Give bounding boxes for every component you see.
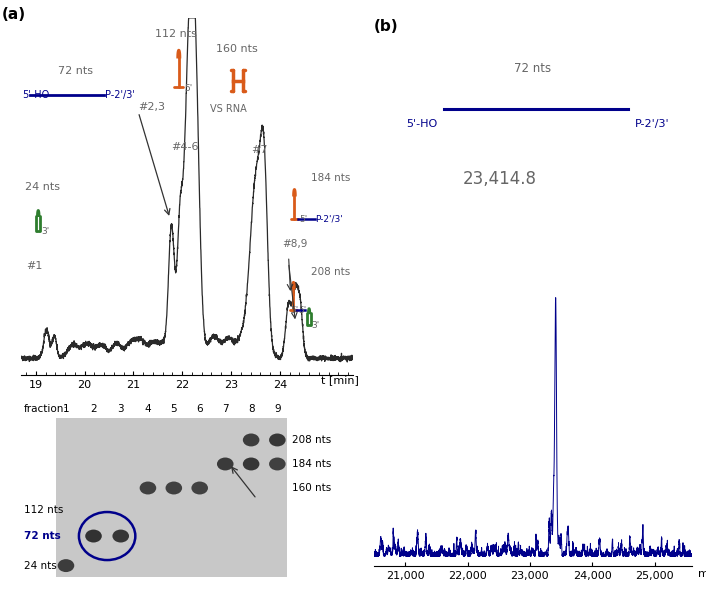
Text: VS RNA: VS RNA <box>210 104 247 114</box>
Text: 24 nts: 24 nts <box>24 561 56 570</box>
Text: 72 nts: 72 nts <box>515 63 551 76</box>
Text: 5': 5' <box>298 306 306 315</box>
Ellipse shape <box>85 530 102 542</box>
Text: 3': 3' <box>312 321 320 330</box>
Text: 24 nts: 24 nts <box>25 182 60 193</box>
Ellipse shape <box>140 482 156 495</box>
Text: 184 nts: 184 nts <box>311 173 350 183</box>
Text: 5': 5' <box>291 306 299 315</box>
Ellipse shape <box>243 433 259 446</box>
Text: #7: #7 <box>251 145 268 155</box>
FancyBboxPatch shape <box>56 418 287 577</box>
Text: P-2'/3': P-2'/3' <box>635 119 669 129</box>
Text: 4: 4 <box>145 403 151 414</box>
Ellipse shape <box>269 433 286 446</box>
Text: (a): (a) <box>1 7 25 22</box>
Text: #4-6: #4-6 <box>171 142 198 151</box>
Ellipse shape <box>269 458 286 470</box>
Text: 7: 7 <box>222 403 229 414</box>
Text: 5': 5' <box>299 215 307 225</box>
Ellipse shape <box>217 458 234 470</box>
Text: 72 nts: 72 nts <box>58 66 92 76</box>
Text: 112 nts: 112 nts <box>24 505 64 515</box>
Text: 23,414.8: 23,414.8 <box>463 170 537 188</box>
Text: 8: 8 <box>248 403 254 414</box>
Text: 184 nts: 184 nts <box>292 459 331 469</box>
Text: 5': 5' <box>184 83 193 92</box>
Text: #1: #1 <box>26 261 42 271</box>
Text: 160 nts: 160 nts <box>292 483 331 493</box>
Text: 208 nts: 208 nts <box>311 267 349 277</box>
Ellipse shape <box>112 530 129 542</box>
Text: #8,9: #8,9 <box>282 239 308 249</box>
Text: t [min]: t [min] <box>321 375 359 386</box>
Text: 6: 6 <box>196 403 203 414</box>
Ellipse shape <box>165 482 182 495</box>
Text: 9: 9 <box>274 403 281 414</box>
Text: 5: 5 <box>171 403 177 414</box>
Text: 160 nts: 160 nts <box>216 44 258 54</box>
Text: 72 nts: 72 nts <box>24 531 61 541</box>
Text: 5'-HO: 5'-HO <box>407 119 438 129</box>
Text: mass: mass <box>698 569 706 579</box>
Text: 2: 2 <box>90 403 97 414</box>
Text: 3: 3 <box>117 403 124 414</box>
Ellipse shape <box>243 458 259 470</box>
Text: fraction:: fraction: <box>24 403 68 414</box>
Text: P-2'/3': P-2'/3' <box>105 90 135 100</box>
Text: 112 nts: 112 nts <box>155 29 197 39</box>
Text: #2,3: #2,3 <box>138 102 165 112</box>
Text: 3': 3' <box>42 227 49 237</box>
Text: 5'-HO: 5'-HO <box>23 90 50 100</box>
Text: 1: 1 <box>63 403 69 414</box>
Text: P-2'/3': P-2'/3' <box>316 215 343 224</box>
Text: 208 nts: 208 nts <box>292 435 331 445</box>
Ellipse shape <box>191 482 208 495</box>
Ellipse shape <box>58 559 74 572</box>
Text: (b): (b) <box>374 19 399 34</box>
